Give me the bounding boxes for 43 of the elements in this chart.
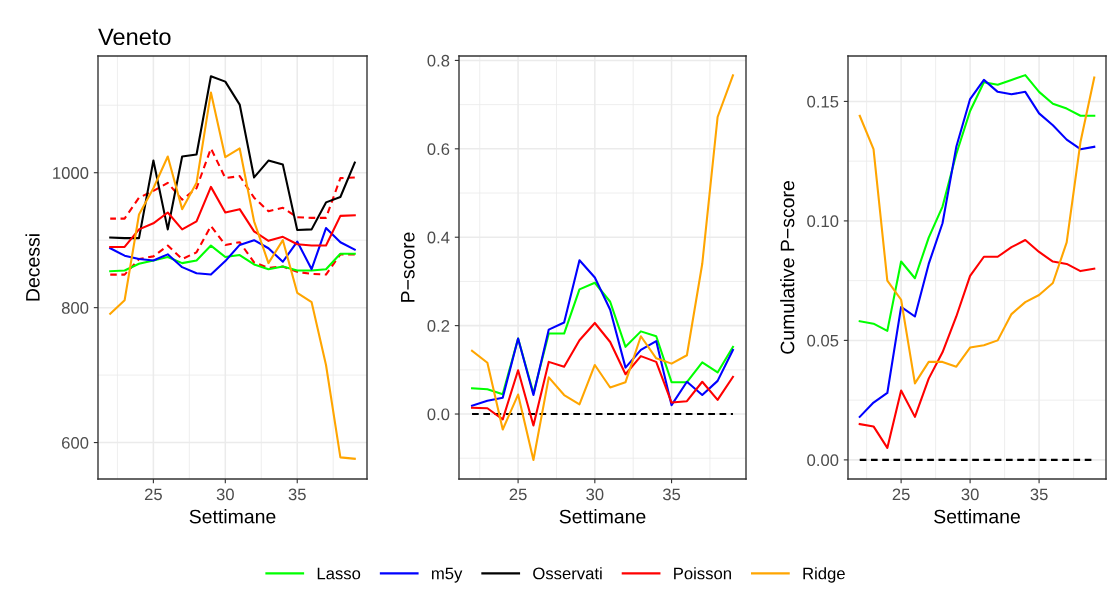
x-tick-label: 30 (586, 488, 604, 501)
line-series (471, 74, 734, 462)
legend-label: Ridge (803, 567, 845, 583)
y-tick-label: 800 (61, 302, 89, 314)
legend-label: Lasso (317, 567, 361, 580)
x-axis-title: Settimane (189, 509, 276, 524)
line-series (471, 321, 734, 427)
x-tick-label: 25 (144, 488, 162, 501)
line-series (109, 91, 356, 460)
x-tick-label: 30 (961, 488, 979, 501)
legend-label: Poisson (674, 567, 731, 580)
x-tick-label: 25 (509, 488, 527, 501)
x-tick-label: 30 (216, 488, 234, 501)
chart-title: Veneto (98, 28, 171, 46)
y-axis-title: P−score (401, 232, 415, 302)
y-tick-label: 0.00 (807, 454, 839, 467)
y-tick-label: 0.4 (427, 231, 450, 244)
y-tick-label: 0.10 (807, 215, 839, 228)
y-tick-label: 0.15 (807, 95, 839, 108)
legend-label: Osservati (533, 567, 602, 580)
x-tick-label: 35 (662, 488, 681, 501)
x-tick-label: 35 (288, 488, 306, 501)
y-axis-title: Cumulative P−score (780, 181, 795, 354)
y-axis-title: Decessi (25, 234, 40, 301)
x-tick-label: 25 (892, 488, 910, 501)
line-series (858, 74, 1096, 332)
y-tick-label: 0.8 (427, 54, 450, 67)
y-tick-label: 0.6 (427, 143, 450, 156)
line-series (471, 259, 734, 407)
y-tick-label: 0.2 (427, 320, 450, 332)
line-series (858, 238, 1096, 449)
x-axis-title: Settimane (934, 509, 1020, 524)
x-axis-title: Settimane (559, 509, 646, 524)
x-tick-label: 35 (1030, 488, 1048, 501)
line-series (109, 75, 356, 240)
y-tick-label: 0.0 (427, 408, 450, 421)
line-series (109, 244, 356, 273)
y-tick-label: 0.05 (807, 334, 839, 347)
line-series (109, 185, 356, 248)
y-tick-label: 600 (62, 436, 89, 449)
legend-label: m5y (431, 567, 463, 583)
y-tick-label: 1000 (53, 167, 89, 179)
line-series (471, 281, 734, 396)
